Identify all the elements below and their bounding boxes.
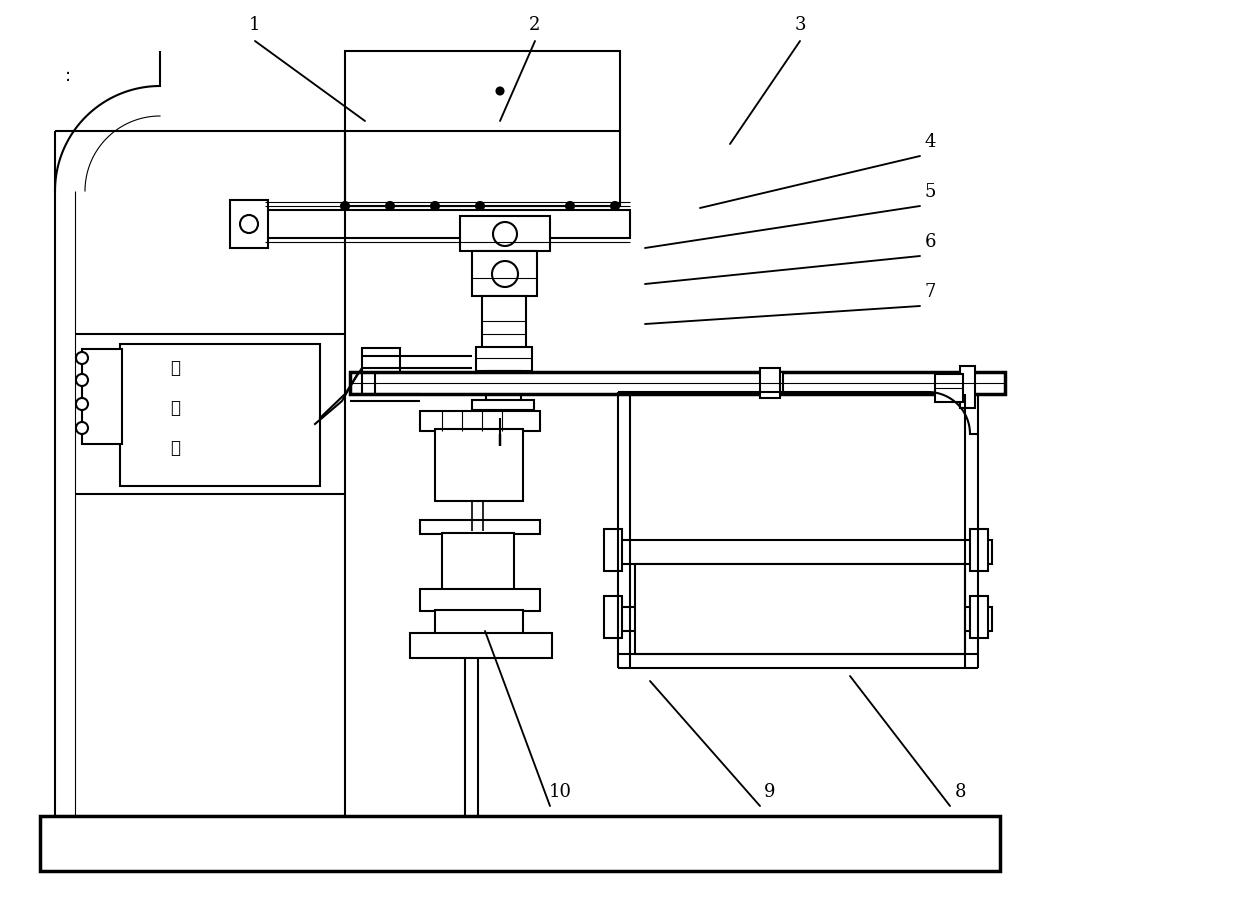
Circle shape: [566, 202, 574, 210]
Bar: [760, 368, 781, 398]
Bar: [610, 540, 992, 564]
Bar: [442, 533, 514, 591]
Bar: [435, 429, 523, 501]
Bar: [472, 251, 536, 296]
Bar: [410, 633, 553, 658]
Bar: [603, 596, 622, 638]
Text: 2: 2: [529, 16, 540, 34]
Circle shape: [476, 202, 484, 210]
Bar: [476, 347, 532, 371]
Text: 1: 1: [249, 16, 260, 34]
Bar: [349, 372, 1005, 394]
Bar: [40, 816, 1000, 871]
Circle shape: [240, 215, 258, 233]
Text: 压: 压: [170, 399, 180, 417]
Text: 9: 9: [764, 783, 776, 801]
Bar: [636, 564, 965, 654]
Bar: [420, 589, 540, 611]
Circle shape: [493, 222, 517, 246]
Bar: [970, 529, 987, 571]
Bar: [230, 200, 268, 248]
Bar: [344, 51, 620, 206]
Bar: [420, 520, 540, 534]
Circle shape: [76, 374, 88, 386]
Circle shape: [76, 352, 88, 364]
Text: 6: 6: [924, 233, 935, 251]
Text: 4: 4: [924, 133, 935, 151]
Bar: [482, 296, 527, 348]
Bar: [472, 400, 534, 418]
Bar: [435, 610, 523, 634]
Text: 3: 3: [794, 16, 805, 34]
Circle shape: [431, 202, 439, 210]
Bar: [460, 216, 550, 251]
Text: 10: 10: [549, 783, 571, 801]
Text: 7: 7: [924, 283, 935, 301]
Bar: [265, 210, 629, 238]
Circle shape: [76, 422, 88, 434]
Bar: [603, 529, 622, 571]
Bar: [935, 374, 963, 402]
Text: 5: 5: [924, 183, 935, 201]
Bar: [486, 371, 522, 401]
Bar: [82, 349, 121, 444]
Bar: [960, 366, 975, 408]
Bar: [120, 344, 320, 486]
Text: 8: 8: [954, 783, 965, 801]
Text: :: :: [64, 67, 71, 85]
Text: 器: 器: [170, 439, 180, 457]
Circle shape: [492, 261, 518, 287]
Circle shape: [387, 202, 394, 210]
Bar: [420, 411, 540, 431]
Bar: [776, 372, 783, 394]
Circle shape: [341, 202, 349, 210]
Bar: [610, 607, 992, 631]
Circle shape: [611, 202, 620, 210]
Bar: [362, 348, 400, 373]
Circle shape: [497, 88, 503, 94]
Circle shape: [76, 398, 88, 410]
Text: 变: 变: [170, 359, 180, 377]
Bar: [970, 596, 987, 638]
